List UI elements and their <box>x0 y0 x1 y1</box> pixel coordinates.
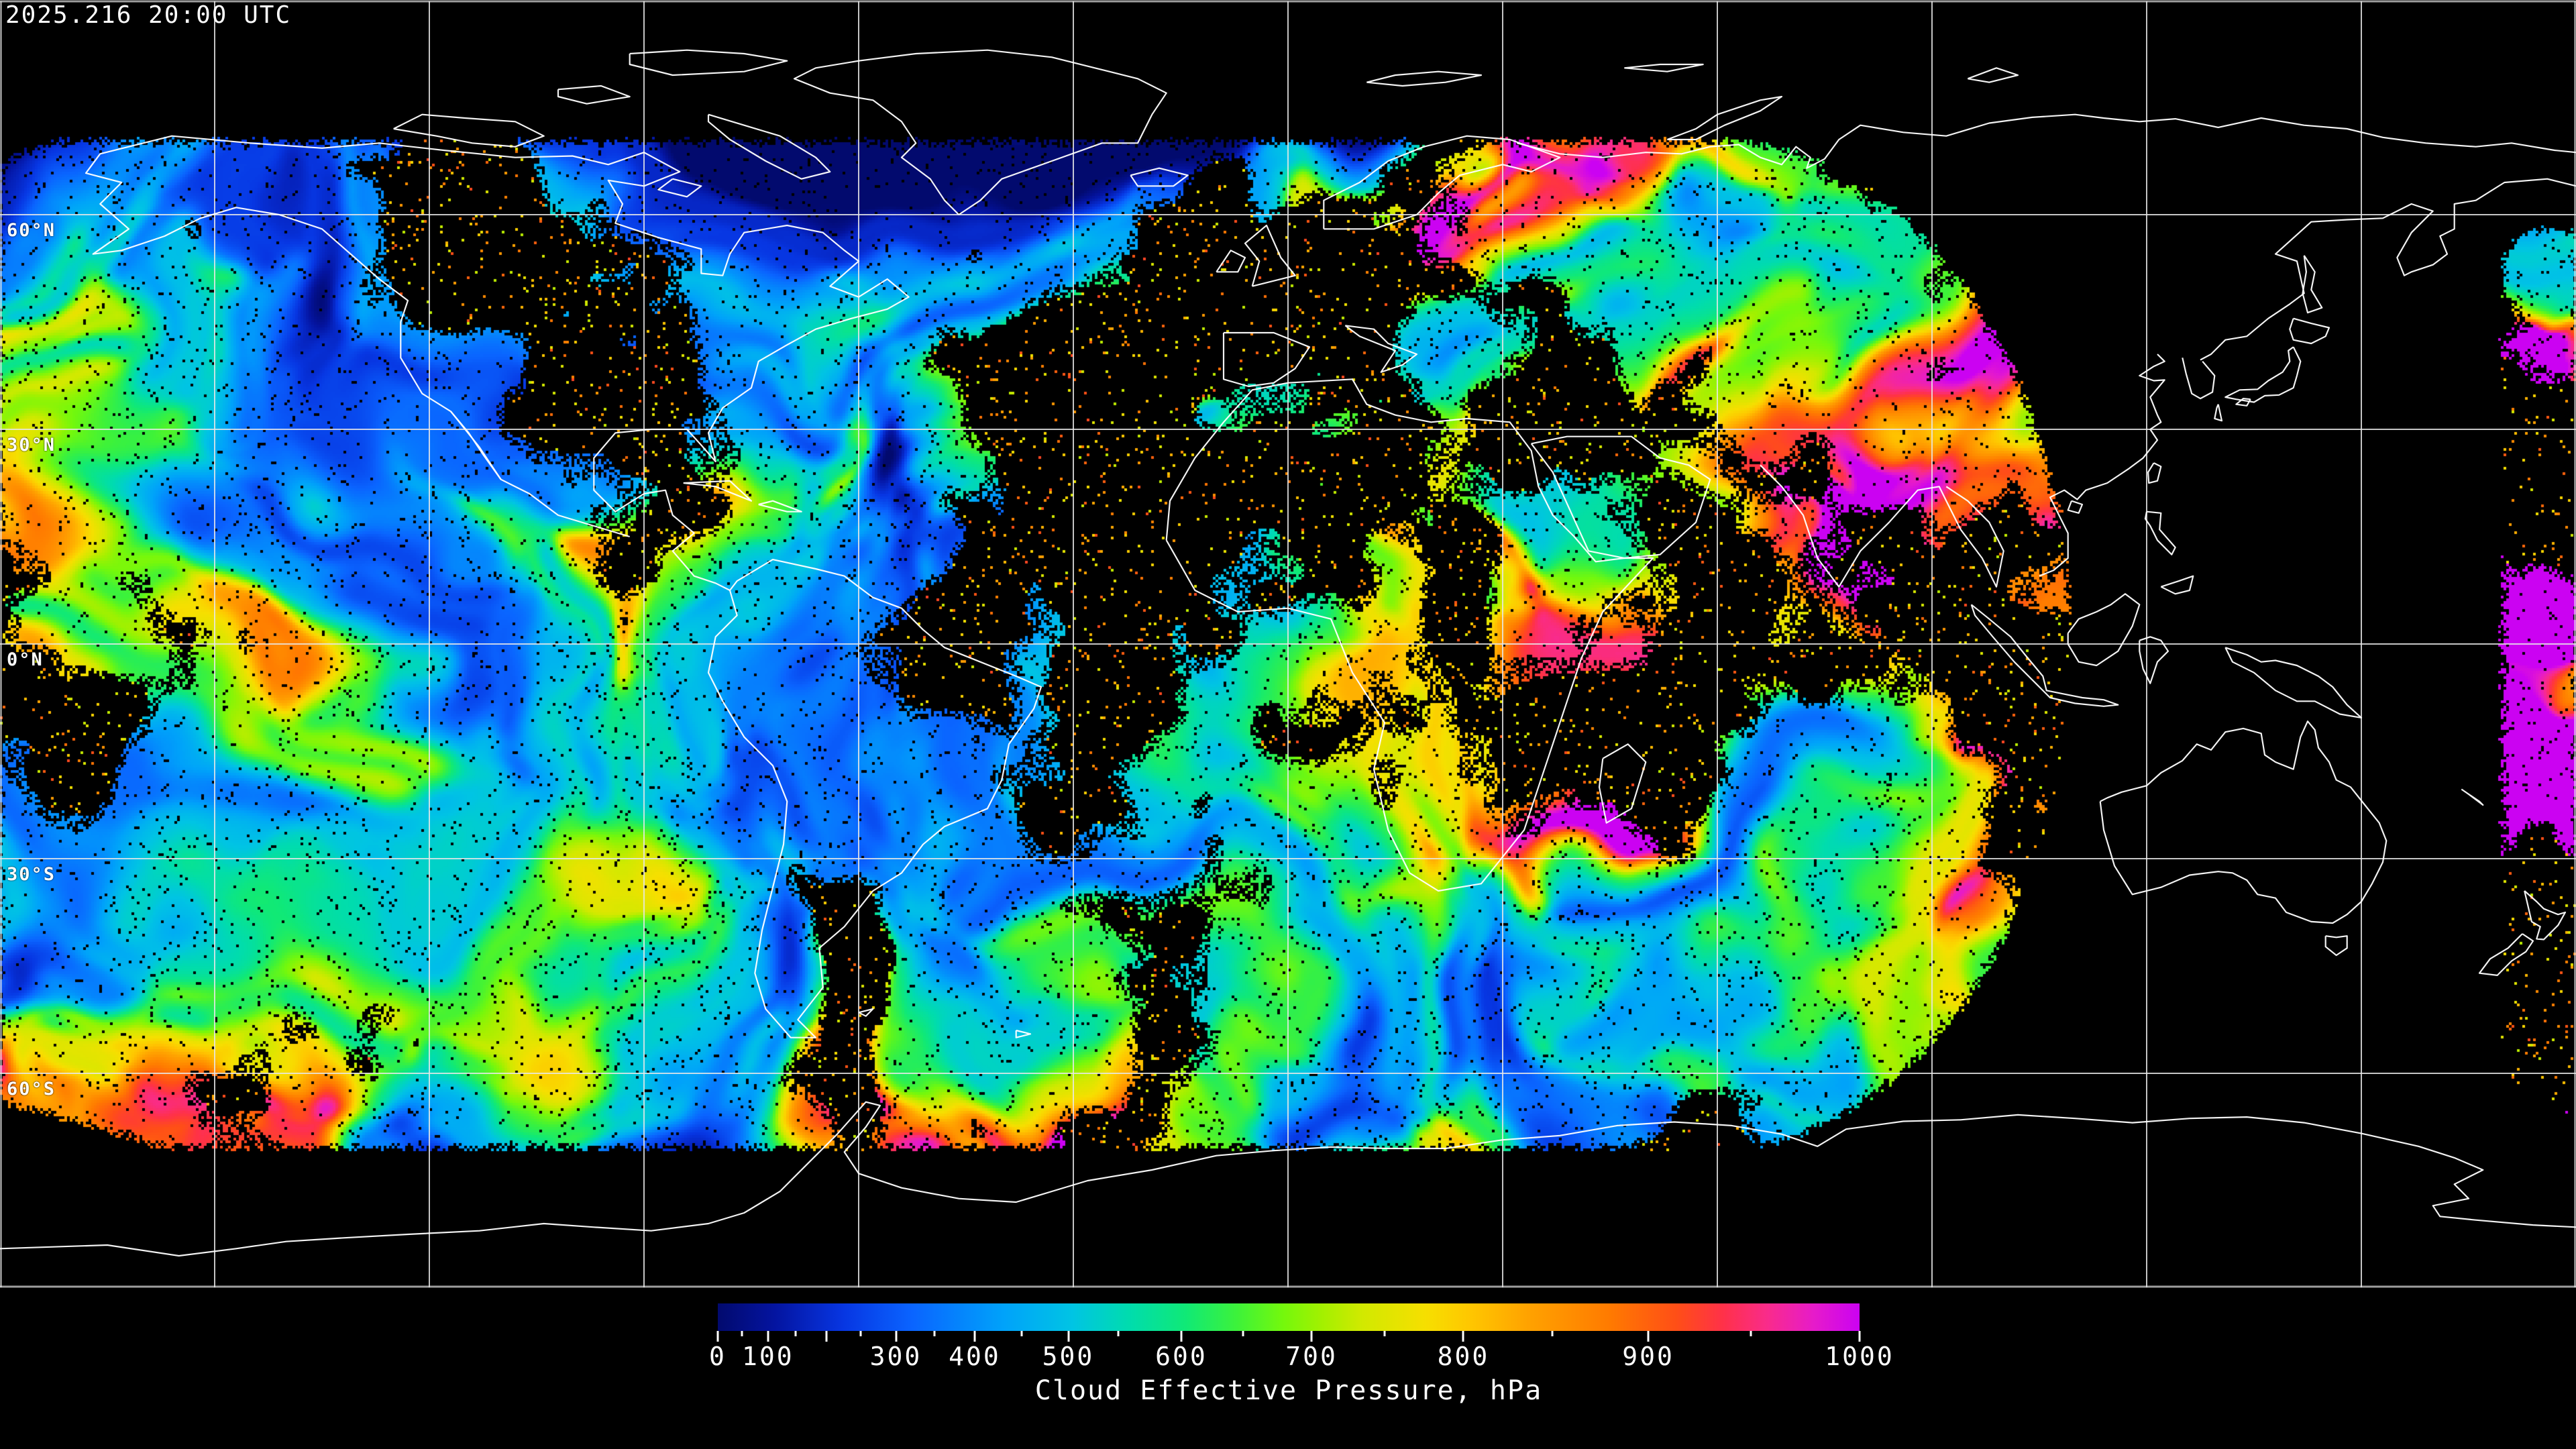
colorbar-tick-250 <box>859 1331 862 1336</box>
colorbar-tick-800 <box>1462 1331 1464 1342</box>
coastline <box>2182 358 2216 400</box>
colorbar-tick-label-1000: 1000 <box>1825 1342 1894 1371</box>
colorbar-tick-100 <box>767 1331 769 1342</box>
coastline <box>1165 378 1654 892</box>
colorbar-tick-850 <box>1551 1331 1554 1336</box>
coastline <box>2139 636 2169 684</box>
coastline <box>793 49 1167 215</box>
coastline <box>1222 331 1311 388</box>
colorbar-tick-950 <box>1750 1331 1752 1336</box>
coastline <box>2478 933 2534 976</box>
coastline <box>2224 346 2302 403</box>
colorbar-tick-400 <box>973 1331 976 1342</box>
colorbar-tick-0 <box>716 1331 719 1342</box>
coastline <box>683 480 753 502</box>
coastline <box>1244 224 1296 287</box>
coastline <box>2324 935 2348 957</box>
coastline <box>707 113 831 180</box>
colorbar-tick-150 <box>794 1331 797 1336</box>
coastline <box>557 85 631 105</box>
coastline <box>2099 720 2387 924</box>
coastline <box>1598 743 1647 824</box>
colorbar-tick-300 <box>895 1331 897 1342</box>
colorbar-gradient <box>718 1303 1860 1331</box>
coastline <box>1760 464 2004 588</box>
latitude-label-30s: 30°S <box>7 864 56 885</box>
colorbar-tick-750 <box>1383 1331 1386 1336</box>
coastline <box>2461 788 2484 806</box>
colorbar-tick-350 <box>933 1331 936 1336</box>
coastline <box>0 1101 2576 1257</box>
coastline <box>2067 593 2141 667</box>
colorbar-tick-label-900: 900 <box>1622 1342 1674 1371</box>
coastline <box>1015 1029 1032 1038</box>
coastline <box>1323 135 1561 230</box>
coastline <box>1344 325 1418 373</box>
colorbar-tick-1000 <box>1858 1331 1861 1342</box>
coastline <box>2524 890 2567 941</box>
coastline <box>629 49 788 76</box>
latitude-label-30n: 30°N <box>7 435 56 455</box>
coastline <box>85 153 631 538</box>
coastline <box>450 411 502 480</box>
coastline <box>2144 511 2176 555</box>
colorbar-tick-label-800: 800 <box>1437 1342 1490 1371</box>
colorbar-tick-50 <box>741 1331 743 1336</box>
coastline <box>1624 63 1704 72</box>
latitude-label-60s: 60°S <box>7 1079 56 1099</box>
coastline <box>2235 398 2251 407</box>
colorbar-tick-label-300: 300 <box>869 1342 922 1371</box>
colorbar-tick-550 <box>1117 1331 1120 1336</box>
coastline <box>2200 178 2576 361</box>
coastline <box>1216 250 1246 273</box>
colorbar: 0 100 300 400 500 600 700 800 900 1000 Cloud Effe… <box>709 1303 1892 1448</box>
coastline <box>657 178 702 198</box>
colorbar-tick-900 <box>1647 1331 1650 1342</box>
coastline <box>858 1008 874 1017</box>
coastline <box>2302 255 2323 314</box>
coastline <box>100 135 910 591</box>
coastlines-layer <box>0 49 2576 1257</box>
coastline <box>2289 317 2330 345</box>
coastline <box>1530 435 1711 559</box>
coastline <box>2160 575 2194 595</box>
coastline <box>2147 462 2162 484</box>
colorbar-tick-label-600: 600 <box>1155 1342 1208 1371</box>
colorbar-tick-label-500: 500 <box>1042 1342 1095 1371</box>
coastline <box>1970 604 2119 707</box>
colorbar-tick-450 <box>1020 1331 1023 1336</box>
coastline <box>758 500 802 513</box>
colorbar-tick-650 <box>1242 1331 1244 1336</box>
coastline <box>393 113 545 148</box>
graticule <box>0 0 2576 1288</box>
coastline <box>1517 113 2576 169</box>
colorbar-tick-label-700: 700 <box>1285 1342 1338 1371</box>
latitude-label-60n: 60°N <box>7 220 56 241</box>
latitude-label-0n: 0°N <box>7 649 44 670</box>
coastline <box>2224 647 2363 718</box>
coastline <box>1366 70 1483 87</box>
coastline <box>2039 354 2165 577</box>
timestamp-label: 2025.216 20:00 UTC <box>5 1 292 29</box>
coastline <box>1130 167 1189 187</box>
coastline <box>1666 95 1783 141</box>
colorbar-tick-700 <box>1310 1331 1313 1342</box>
colorbar-tick-label-400: 400 <box>949 1342 1001 1371</box>
colorbar-title: Cloud Effective Pressure, hPa <box>1034 1375 1543 1406</box>
coastline <box>2067 500 2084 514</box>
colorbar-tick-500 <box>1067 1331 1069 1342</box>
coastline <box>707 559 1042 1038</box>
coastline <box>2214 404 2223 422</box>
colorbar-tick-200 <box>825 1331 828 1342</box>
colorbar-tick-label-0: 0 <box>709 1342 727 1371</box>
map-overlay <box>0 0 2576 1288</box>
colorbar-tick-label-100: 100 <box>742 1342 794 1371</box>
colorbar-tick-600 <box>1180 1331 1183 1342</box>
coastline <box>1967 67 2019 83</box>
